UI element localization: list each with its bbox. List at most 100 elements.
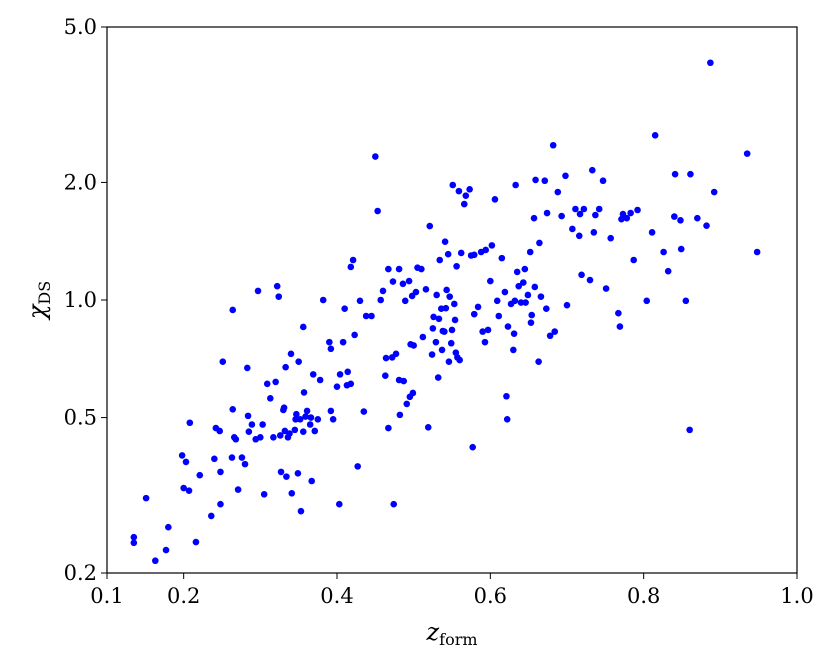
point (615, 309, 622, 317)
point (418, 265, 425, 273)
point (276, 432, 284, 439)
point (451, 300, 458, 308)
point (535, 358, 542, 366)
point (469, 443, 477, 451)
point (651, 132, 659, 139)
point (244, 412, 252, 420)
point (339, 338, 347, 346)
point (466, 186, 473, 193)
point (382, 354, 390, 362)
point (152, 557, 159, 565)
point (277, 468, 285, 476)
point (498, 254, 506, 262)
point (351, 331, 358, 339)
point (592, 211, 599, 219)
point (229, 306, 237, 314)
point (211, 455, 218, 463)
point (311, 427, 319, 435)
y-tick-label: 0.2 (64, 561, 97, 585)
x-tick-label: 0.4 (320, 584, 353, 608)
point (422, 286, 430, 293)
x-tick-label: 0.6 (474, 584, 507, 608)
point (677, 245, 685, 253)
point (288, 489, 296, 497)
point (554, 188, 562, 196)
point (293, 410, 300, 418)
point (302, 413, 309, 420)
point (743, 150, 751, 157)
point (448, 326, 456, 334)
point (495, 312, 503, 320)
point (682, 297, 690, 305)
point (619, 210, 627, 218)
point (526, 248, 534, 256)
point (248, 421, 256, 428)
point (282, 363, 289, 371)
point (474, 303, 482, 311)
point (541, 177, 549, 185)
point (576, 210, 584, 218)
point (456, 356, 463, 364)
point (503, 392, 510, 400)
point (432, 338, 440, 346)
point (462, 192, 470, 199)
point (259, 421, 266, 428)
point (287, 350, 295, 358)
point (607, 234, 614, 242)
point (671, 213, 678, 220)
point (130, 539, 138, 547)
point (368, 312, 375, 320)
point (186, 419, 194, 427)
point (543, 305, 550, 313)
point (192, 538, 200, 546)
y-label-sub: DS (35, 281, 54, 305)
point (319, 296, 327, 304)
point (671, 170, 679, 178)
point (180, 484, 187, 492)
point (543, 209, 551, 217)
point (333, 383, 341, 390)
point (300, 389, 308, 396)
point (356, 297, 364, 305)
point (314, 415, 322, 423)
point (297, 507, 305, 515)
point (283, 473, 290, 480)
point (130, 533, 138, 541)
point (630, 256, 637, 264)
point (451, 316, 459, 324)
point (515, 282, 522, 290)
point (537, 293, 545, 300)
point (481, 338, 489, 346)
point (563, 301, 571, 309)
point (602, 285, 610, 292)
point (347, 263, 355, 271)
point (710, 188, 718, 196)
point (599, 177, 607, 185)
point (660, 248, 667, 256)
point (521, 265, 529, 273)
point (327, 345, 335, 353)
point (292, 415, 299, 423)
point (142, 494, 150, 502)
point (178, 452, 186, 459)
point (430, 313, 437, 321)
point (512, 181, 519, 189)
point (390, 500, 398, 508)
point (449, 181, 457, 189)
point (551, 328, 559, 335)
point (286, 430, 293, 437)
point (260, 491, 268, 498)
x-tick-label: 1.0 (780, 584, 813, 608)
point (446, 293, 454, 300)
point (234, 486, 242, 493)
point (562, 172, 569, 180)
point (410, 342, 417, 349)
point (530, 214, 538, 222)
point (546, 332, 554, 340)
point (280, 404, 288, 411)
point (442, 304, 450, 312)
point (275, 293, 283, 300)
point (623, 214, 631, 222)
point (396, 411, 404, 419)
point (185, 487, 193, 494)
